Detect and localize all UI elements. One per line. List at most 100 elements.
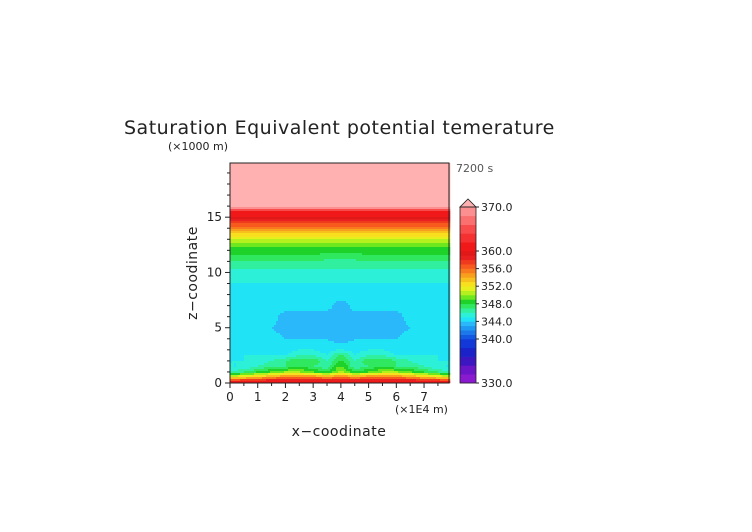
contour-cell (300, 185, 303, 188)
contour-cell (404, 215, 407, 218)
contour-cell (320, 235, 323, 238)
contour-cell (428, 177, 431, 180)
contour-cell (262, 217, 265, 220)
contour-cell (378, 185, 381, 188)
contour-cell (260, 249, 263, 252)
contour-cell (314, 251, 317, 254)
contour-cell (382, 171, 385, 174)
contour-cell (254, 225, 257, 228)
contour-cell (392, 251, 395, 254)
contour-cell (418, 205, 421, 208)
contour-cell (262, 247, 265, 250)
contour-cell (274, 197, 277, 200)
contour-cell (368, 173, 371, 176)
contour-cell (384, 175, 387, 178)
contour-cell (312, 189, 315, 192)
contour-cell (254, 221, 257, 224)
contour-cell (384, 181, 387, 184)
contour-cell (348, 215, 351, 218)
contour-cell (330, 211, 333, 214)
contour-cell (298, 213, 301, 216)
contour-cell (442, 241, 445, 244)
contour-cell (418, 229, 421, 232)
contour-cell (230, 211, 233, 214)
contour-cell (316, 173, 319, 176)
contour-cell (278, 209, 281, 212)
contour-cell (306, 221, 309, 224)
contour-cell (308, 213, 311, 216)
contour-cell (416, 225, 419, 228)
contour-cell (412, 171, 415, 174)
contour-cell (300, 205, 303, 208)
contour-cell (264, 221, 267, 224)
contour-cell (238, 221, 241, 224)
contour-cell (288, 189, 291, 192)
contour-cell (370, 249, 373, 252)
contour-cell (410, 203, 413, 206)
contour-cell (318, 225, 321, 228)
contour-cell (442, 203, 445, 206)
contour-cell (428, 207, 431, 210)
contour-cell (342, 219, 345, 222)
contour-cell (300, 203, 303, 206)
contour-cell (270, 199, 273, 202)
contour-cell (396, 251, 399, 254)
contour-cell (236, 187, 239, 190)
contour-cell (402, 247, 405, 250)
contour-cell (274, 171, 277, 174)
contour-cell (440, 223, 443, 226)
contour-cell (322, 211, 325, 214)
contour-cell (358, 243, 361, 246)
contour-cell (312, 241, 315, 244)
contour-cell (322, 187, 325, 190)
contour-cell (312, 245, 315, 248)
contour-cell (250, 253, 253, 256)
contour-cell (290, 203, 293, 206)
contour-cell (444, 245, 447, 248)
contour-cell (314, 185, 317, 188)
contour-cell (234, 177, 237, 180)
contour-cell (286, 227, 289, 230)
contour-cell (306, 223, 309, 226)
contour-cell (288, 199, 291, 202)
contour-cell (434, 241, 437, 244)
contour-cell (446, 241, 449, 244)
contour-cell (236, 169, 239, 172)
contour-cell (234, 223, 237, 226)
contour-cell (360, 171, 363, 174)
contour-cell (310, 185, 313, 188)
contour-cell (426, 191, 429, 194)
contour-cell (414, 221, 417, 224)
contour-cell (314, 195, 317, 198)
contour-cell (364, 167, 367, 170)
contour-cell (390, 193, 393, 196)
contour-cell (334, 215, 337, 218)
contour-cell (324, 201, 327, 204)
contour-cell (264, 173, 267, 176)
contour-cell (334, 171, 337, 174)
contour-cell (290, 209, 293, 212)
contour-cell (406, 201, 409, 204)
contour-cell (268, 193, 271, 196)
contour-cell (324, 171, 327, 174)
contour-cell (258, 213, 261, 216)
contour-cell (356, 191, 359, 194)
contour-cell (256, 189, 259, 192)
contour-cell (376, 221, 379, 224)
contour-cell (308, 253, 311, 256)
contour-cell (374, 169, 377, 172)
contour-cell (362, 225, 365, 228)
contour-cell (332, 243, 335, 246)
contour-cell (302, 233, 305, 236)
contour-cell (304, 249, 307, 252)
contour-cell (348, 183, 351, 186)
contour-cell (308, 169, 311, 172)
contour-cell (300, 167, 303, 170)
contour-cell (406, 199, 409, 202)
contour-cell (432, 169, 435, 172)
contour-cell (290, 205, 293, 208)
contour-cell (256, 195, 259, 198)
contour-cell (352, 241, 355, 244)
contour-cell (242, 237, 245, 240)
contour-cell (294, 207, 297, 210)
